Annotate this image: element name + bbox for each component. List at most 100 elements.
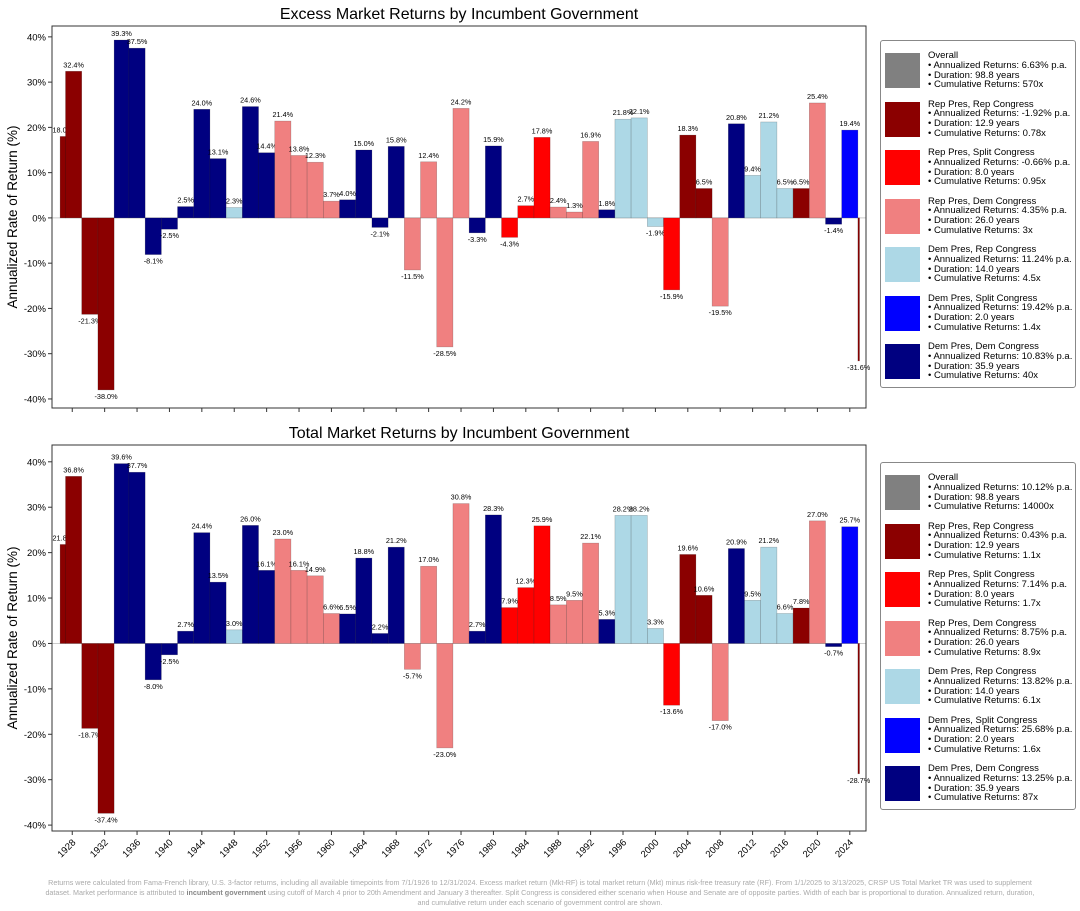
bar	[630, 515, 648, 644]
legend-entry-DS: Dem Pres, Split Congress • Annualized Ret…	[885, 714, 1075, 756]
data-label: 21.8%	[613, 108, 634, 117]
legend-swatch	[885, 295, 920, 331]
bar	[97, 643, 115, 814]
bar	[128, 471, 146, 644]
legend-text: Dem Pres, Split Congress • Annualized Ret…	[928, 292, 1072, 333]
bar	[760, 546, 778, 644]
x-tick-label: 2004	[671, 837, 694, 860]
data-label: 22.1%	[629, 107, 650, 116]
data-label: -1.4%	[824, 226, 844, 235]
bar	[598, 209, 616, 219]
data-label: -2.5%	[160, 657, 180, 666]
data-label: 19.4%	[839, 119, 860, 128]
data-label: 37.7%	[127, 461, 148, 470]
y-tick-label: -10%	[24, 684, 47, 695]
y-tick-label: -30%	[24, 349, 47, 360]
data-label: 25.4%	[807, 92, 828, 101]
data-label: 10.6%	[694, 584, 715, 593]
legend-duration: • Duration: 98.8 years	[928, 491, 1020, 503]
bar	[290, 155, 308, 219]
legend-swatch	[885, 101, 920, 137]
legend-annualized: • Annualized Returns: -0.66% p.a.	[928, 156, 1071, 168]
x-tick-label: 1932	[88, 837, 111, 860]
legend-entry-overall: Overall • Annualized Returns: 6.63% p.a. •…	[885, 51, 1075, 91]
bar	[809, 102, 826, 219]
data-label: 2.4%	[550, 196, 567, 205]
bar	[242, 525, 259, 644]
legend-annualized: • Annualized Returns: 11.24% p.a.	[928, 253, 1072, 265]
bar	[566, 600, 583, 644]
bar	[177, 630, 195, 644]
x-tick-label: 1984	[509, 837, 532, 860]
legend-annualized: • Annualized Returns: 0.43% p.a.	[928, 530, 1068, 542]
legend-text: Rep Pres, Rep Congress • Annualized Retur…	[928, 521, 1068, 561]
legend-duration: • Duration: 14.0 years	[928, 685, 1020, 697]
legend-cumulative: • Cumulative Returns: 0.95x	[928, 176, 1046, 188]
data-label: 6.5%	[793, 177, 810, 186]
data-label: 14.4%	[256, 142, 277, 151]
data-label: -38.0%	[94, 392, 118, 401]
x-tick-label: 1996	[606, 837, 629, 860]
data-label: 39.3%	[111, 29, 132, 38]
legend-entry-DR: Dem Pres, Rep Congress • Annualized Retur…	[885, 245, 1075, 285]
legend-name: Dem Pres, Split Congress	[928, 292, 1038, 304]
data-label: -2.5%	[160, 231, 180, 240]
data-label: 24.4%	[191, 522, 212, 531]
legend-total: Overall • Annualized Returns: 10.12% p.a.…	[880, 462, 1076, 810]
data-label: 13.5%	[208, 571, 229, 580]
bar	[177, 206, 195, 219]
data-label: -8.0%	[144, 682, 164, 691]
legend-swatch	[885, 247, 920, 282]
chart-title: Excess Market Returns by Incumbent Gover…	[280, 6, 639, 23]
data-label: 13.1%	[208, 148, 229, 157]
bar	[582, 141, 600, 219]
legend-annualized: • Annualized Returns: 7.14% p.a.	[928, 578, 1068, 590]
y-tick-label: -10%	[24, 259, 47, 270]
data-label: 16.1%	[256, 559, 277, 568]
data-label: -31.6%	[847, 363, 871, 372]
legend-text: Rep Pres, Dem Congress • Annualized Retur…	[928, 618, 1067, 658]
bar	[339, 613, 357, 644]
y-tick-label: 30%	[27, 503, 47, 514]
legend-cumulative: • Cumulative Returns: 4.5x	[928, 273, 1041, 285]
legend-duration: • Duration: 26.0 years	[928, 215, 1020, 227]
data-label: -11.5%	[401, 272, 424, 281]
data-label: 2.5%	[177, 196, 194, 205]
x-tick-label: 1940	[153, 837, 176, 860]
bar	[647, 628, 664, 644]
legend-entry-RR: Rep Pres, Rep Congress • Annualized Retur…	[885, 521, 1075, 562]
data-label: -3.3%	[468, 235, 488, 244]
x-tick-label: 2000	[639, 837, 662, 860]
legend-text: Dem Pres, Rep Congress • Annualized Retur…	[928, 245, 1072, 284]
data-label: -0.7%	[824, 649, 844, 658]
bar	[792, 188, 810, 219]
bar	[468, 217, 486, 234]
legend-swatch	[885, 717, 920, 753]
legend-name: Dem Pres, Split Congress	[928, 714, 1038, 726]
bar	[371, 217, 389, 228]
data-label: 27.0%	[807, 510, 828, 519]
x-tick-label: 1972	[412, 837, 435, 860]
x-tick-label: 1948	[218, 837, 241, 860]
legend-name: Rep Pres, Dem Congress	[928, 195, 1037, 207]
bar	[113, 463, 130, 644]
bar	[209, 158, 227, 219]
data-label: 20.8%	[726, 113, 747, 122]
data-label: 1.8%	[598, 199, 615, 208]
footnote-bold: incumbent government	[186, 888, 266, 897]
data-label: 28.2%	[613, 504, 634, 513]
data-label: 17.8%	[532, 126, 553, 135]
legend-entry-DS: Dem Pres, Split Congress • Annualized Ret…	[885, 292, 1075, 334]
data-label: 18.8%	[353, 547, 374, 556]
legend-duration: • Duration: 35.9 years	[928, 360, 1020, 372]
bar	[404, 643, 421, 670]
bar	[501, 217, 519, 238]
data-label: 12.3%	[305, 151, 326, 160]
data-label: -19.5%	[709, 308, 733, 317]
y-tick-label: -20%	[24, 304, 47, 315]
data-label: 28.3%	[483, 504, 504, 513]
bar	[113, 39, 130, 219]
data-label: 24.6%	[240, 96, 261, 105]
bar	[290, 570, 308, 644]
data-label: 25.9%	[532, 515, 553, 524]
